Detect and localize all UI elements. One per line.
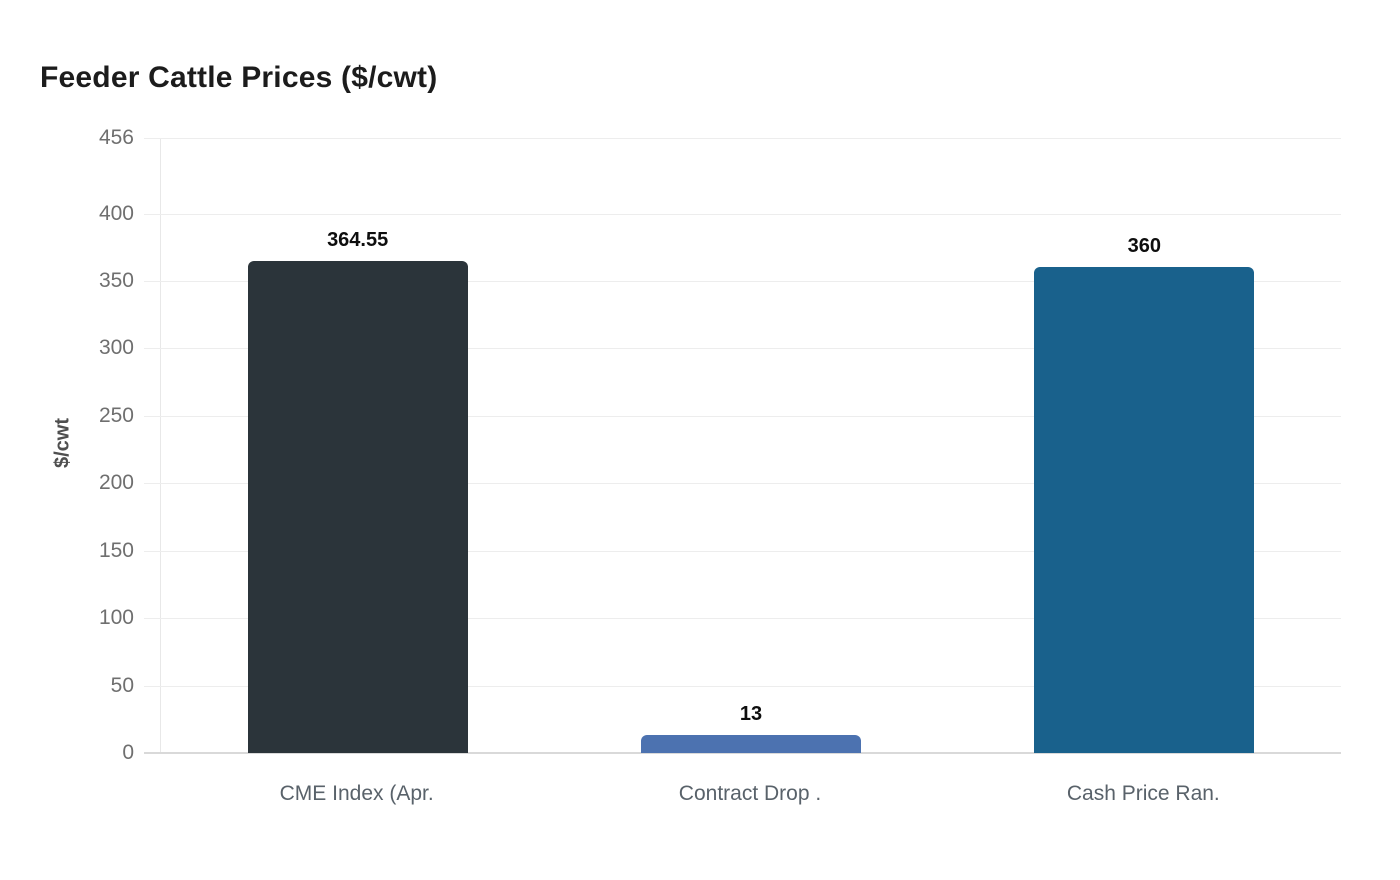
x-category-label: CME Index (Apr. [279, 782, 434, 805]
y-tick-label: 200 [98, 471, 134, 495]
y-tick-label: 0 [122, 741, 134, 764]
x-axis-baseline [144, 752, 1341, 754]
gridline [144, 280, 1341, 282]
y-tick-label: 300 [98, 336, 134, 360]
chart-title: Feeder Cattle Prices ($/cwt) [40, 61, 438, 94]
bar-value-label: 360 [1127, 235, 1162, 258]
gridline [144, 483, 1341, 485]
gridline [144, 685, 1341, 687]
bar [641, 735, 861, 753]
gridline [144, 550, 1341, 552]
x-axis-labels: CME Index (Apr. Contract Drop . Cash Price… [160, 780, 1340, 812]
gridline [144, 415, 1341, 417]
bar [1034, 267, 1255, 753]
y-axis-tick-labels: 0 50 100 150 200 250 300 350 400 456 [0, 126, 134, 764]
plot-area: 364.55 13 360 [144, 138, 1341, 754]
x-category-label: Cash Price Ran. [1066, 782, 1220, 805]
y-tick-label: 150 [98, 538, 134, 562]
y-tick-label: 350 [98, 268, 134, 292]
y-tick-label: 50 [110, 673, 134, 697]
gridline [144, 213, 1341, 215]
gridline [144, 138, 1341, 139]
bar-value-label: 13 [739, 703, 763, 726]
gridline [144, 348, 1341, 350]
x-category-label: Contract Drop . [678, 782, 822, 805]
y-tick-label: 100 [98, 606, 134, 630]
y-tick-label: 250 [98, 403, 134, 427]
y-tick-label: 456 [98, 126, 134, 149]
bar-value-label: 364.55 [327, 229, 389, 252]
bar [247, 261, 468, 753]
gridline [144, 618, 1341, 620]
y-tick-label: 400 [98, 201, 134, 225]
